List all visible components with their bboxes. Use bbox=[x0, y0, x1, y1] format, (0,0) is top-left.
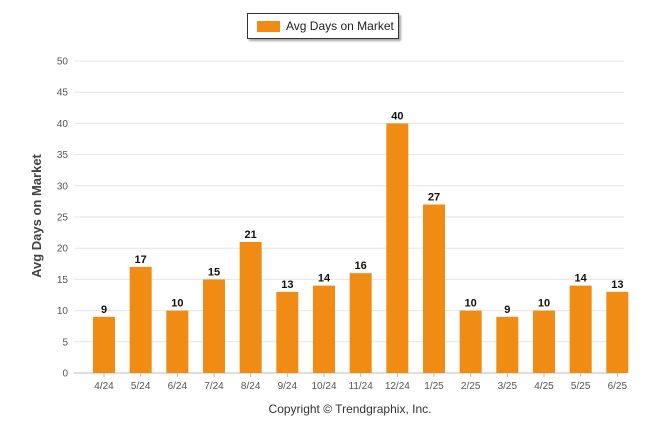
bar[interactable] bbox=[496, 316, 519, 373]
bar[interactable] bbox=[423, 204, 445, 373]
y-tick-label: 0 bbox=[62, 369, 68, 380]
bar-value-label: 10 bbox=[465, 298, 477, 310]
bar[interactable] bbox=[459, 310, 482, 373]
bar[interactable] bbox=[93, 316, 115, 373]
x-tick-label: 5/25 bbox=[571, 381, 591, 392]
legend-swatch bbox=[257, 20, 280, 32]
bar[interactable] bbox=[166, 310, 189, 373]
bar[interactable] bbox=[203, 279, 225, 373]
x-tick-label: 9/24 bbox=[278, 381, 298, 392]
bar[interactable] bbox=[349, 273, 372, 373]
bar-value-label: 15 bbox=[208, 266, 220, 278]
x-tick-label: 4/24 bbox=[94, 381, 114, 392]
y-tick-label: 20 bbox=[57, 244, 69, 255]
bar-value-label: 9 bbox=[504, 304, 510, 316]
grid-lines bbox=[74, 60, 624, 374]
bar[interactable] bbox=[606, 291, 629, 373]
x-tick-label: 5/24 bbox=[131, 381, 151, 392]
x-tick-label: 12/24 bbox=[385, 381, 410, 392]
bar-value-label: 10 bbox=[538, 298, 550, 310]
bar-value-label: 27 bbox=[428, 192, 440, 204]
bar-value-label: 40 bbox=[391, 110, 403, 122]
x-tick-label: 2/25 bbox=[461, 381, 481, 392]
x-tick-label: 6/25 bbox=[608, 381, 628, 392]
bar-value-label: 9 bbox=[101, 304, 107, 316]
bar-value-label: 16 bbox=[355, 260, 367, 272]
y-tick-label: 35 bbox=[57, 150, 69, 161]
y-tick-label: 5 bbox=[62, 337, 68, 348]
x-tick-label: 7/24 bbox=[204, 381, 224, 392]
x-tick-label: 6/24 bbox=[168, 381, 188, 392]
y-tick-label: 10 bbox=[57, 306, 69, 317]
bar[interactable] bbox=[569, 285, 592, 373]
bar-value-label: 10 bbox=[171, 298, 183, 310]
x-tick-label: 11/24 bbox=[349, 381, 374, 392]
legend-label: Avg Days on Market bbox=[286, 19, 394, 33]
y-tick-label: 25 bbox=[57, 213, 69, 224]
x-tick-label: 8/24 bbox=[241, 381, 261, 392]
bar[interactable] bbox=[129, 266, 152, 373]
bar[interactable] bbox=[239, 241, 262, 373]
bar-value-label: 17 bbox=[135, 254, 147, 266]
bar[interactable] bbox=[276, 291, 299, 373]
y-tick-label: 45 bbox=[57, 88, 69, 99]
bar[interactable] bbox=[386, 123, 409, 374]
bar-value-label: 13 bbox=[281, 279, 293, 291]
y-axis-title: Avg Days on Market bbox=[29, 153, 44, 277]
x-axis: 4/24 5/24 6/24 7/24 8/24 9/24 10/24 11/24 12/24 1… bbox=[94, 373, 628, 392]
copyright-text: Copyright © Trendgraphix, Inc. bbox=[269, 402, 432, 416]
x-tick-label: 1/25 bbox=[424, 381, 444, 392]
bar[interactable] bbox=[533, 310, 555, 373]
bar-value-label: 14 bbox=[575, 273, 588, 285]
bar-value-label: 13 bbox=[611, 279, 623, 291]
bar-value-label: 14 bbox=[318, 273, 331, 285]
bar-value-label: 21 bbox=[245, 229, 257, 241]
y-tick-label: 30 bbox=[57, 181, 69, 192]
bars: 9 17 10 15 21 13 14 16 40 27 10 9 10 14 13 bbox=[93, 110, 629, 374]
bar[interactable] bbox=[313, 285, 335, 373]
y-tick-label: 15 bbox=[57, 275, 69, 286]
y-tick-label: 50 bbox=[57, 57, 69, 68]
legend[interactable]: Avg Days on Market bbox=[247, 13, 399, 39]
x-tick-label: 4/25 bbox=[534, 381, 554, 392]
y-axis: 0 5 10 15 20 25 30 35 40 45 50 bbox=[57, 57, 69, 380]
x-tick-label: 3/25 bbox=[498, 381, 518, 392]
y-tick-label: 40 bbox=[57, 119, 69, 130]
x-tick-label: 10/24 bbox=[311, 381, 336, 392]
